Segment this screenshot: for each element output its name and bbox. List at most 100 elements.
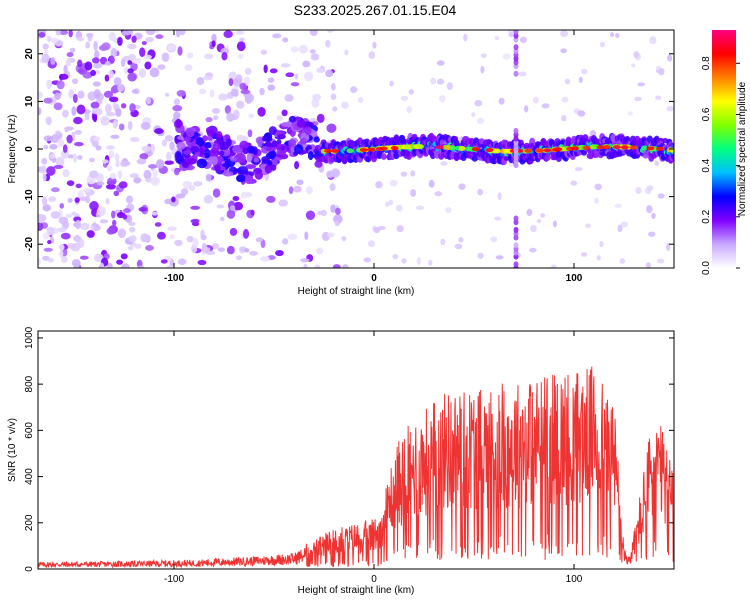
spectrogram-cell [79,222,90,231]
spectrogram-cell [268,126,277,135]
spectrogram-cell [38,221,44,232]
spectrogram-cell [666,105,674,112]
spectrogram-cell [658,68,665,76]
spectrogram-cell [261,136,273,142]
snr-y-tick-label: 1000 [24,326,35,349]
spectrogram-cell [107,177,117,185]
spectrogram-cell [379,146,388,151]
spectrogram-cell [513,127,519,134]
spectrogram-cell [581,68,588,75]
spectrogram-cell [667,54,673,62]
spectrogram-cell [316,67,324,73]
spectrogram-cell [373,226,381,234]
snr-y-axis-label: SNR (10 * v/v) [7,418,18,482]
spectrogram-x-ticks: -100 0 100 [164,30,583,284]
spectrogram-cell [94,49,100,60]
spectrogram-cell [248,113,254,118]
spectrogram-cell [38,31,46,38]
spectrogram-cell [127,68,134,74]
spectrogram-cell [122,214,128,220]
spectrogram-y-tick-label: -10 [24,189,35,204]
spectrogram-cell [96,206,106,216]
spectrogram-cell [544,154,551,161]
spectrogram-cell [435,145,444,150]
spectrogram-cell [216,204,225,209]
spectrogram-cell [115,159,120,168]
spectrogram-cell [627,111,633,116]
spectrogram-cell [330,204,336,213]
spectrogram-cell [58,73,69,80]
spectrogram-cell [302,60,311,68]
spectrogram-cell [161,52,170,63]
spectrogram-cell [110,134,120,139]
spectrogram-cell [208,156,216,165]
spectrogram-cell [620,145,629,150]
spectrogram-cell [145,36,155,43]
spectrogram-cell [303,71,314,82]
spectrogram-cell [219,216,225,222]
spectrogram-cell [334,220,340,227]
spectrogram-cell [113,190,120,197]
spectrogram-cell [471,147,480,152]
spectrogram-cell [51,133,60,144]
spectrogram-cell [74,234,81,243]
spectrogram-cell [155,30,160,34]
spectrogram-cell [476,117,485,125]
spectrogram-cell [176,141,186,150]
spectrogram-cell [214,164,221,172]
spectrogram-cell [108,96,119,103]
spectrogram-cell [112,219,117,227]
spectrogram-cell [120,103,127,109]
spectrogram-cell [434,191,443,197]
spectrogram-cell [513,30,519,35]
spectrogram-cell [58,30,69,35]
spectrogram-cell [229,205,236,211]
spectrogram-cell [594,183,602,191]
spectrogram-cell [312,93,321,101]
spectrogram-cell [325,39,331,48]
spectrogram-cell [154,128,164,134]
spectrogram-cell [84,61,93,71]
spectrogram-cell [578,76,583,84]
spectrogram-cell [532,96,539,104]
snr-panel: -100 0 100 0 200 400 600 800 1000 Height of str… [7,326,675,596]
spectrogram-cell [304,231,309,240]
spectrogram-cell [93,136,101,142]
spectrogram-cell [267,150,277,160]
spectrogram-cell [288,115,297,123]
spectrogram-cell [72,153,78,163]
spectrogram-cell [655,95,662,100]
spectrogram-cell [646,185,654,191]
spectrogram-cell [282,238,289,245]
spectrogram-cell [55,130,61,136]
spectrogram-cell [233,201,244,211]
spectrogram-cell [211,108,221,114]
spectrogram-cell [177,258,187,265]
spectrogram-cell [140,121,151,130]
spectrogram-cell [104,74,110,82]
spectrogram-cell [236,100,245,109]
colorbar-gradient [712,30,736,268]
spectrogram-cell [77,155,83,160]
spectrogram-cell [115,108,122,117]
spectrogram-cell [207,135,213,142]
spectrogram-cell [325,69,334,78]
spectrogram-cell [144,61,152,70]
spectrogram-cell [76,36,85,42]
spectrogram-cell [389,80,394,87]
spectrogram-cell [134,243,142,249]
spectrogram-cell [190,218,200,224]
spectrogram-cell [186,158,197,165]
spectrogram-cell [599,241,604,248]
spectrogram-cell [173,111,181,120]
spectrogram-cell [47,257,55,263]
snr-y-tick-label: 400 [24,468,35,485]
spectrogram-cell [565,136,572,146]
spectrogram-cell [255,136,265,145]
spectrogram-cell [408,89,414,95]
spectrogram-cell [130,137,140,143]
colorbar-label: Normalized spectral amplitude [737,81,748,216]
spectrogram-cell [320,209,327,217]
spectrogram-cell [199,88,207,95]
spectrogram-cell [609,32,615,38]
